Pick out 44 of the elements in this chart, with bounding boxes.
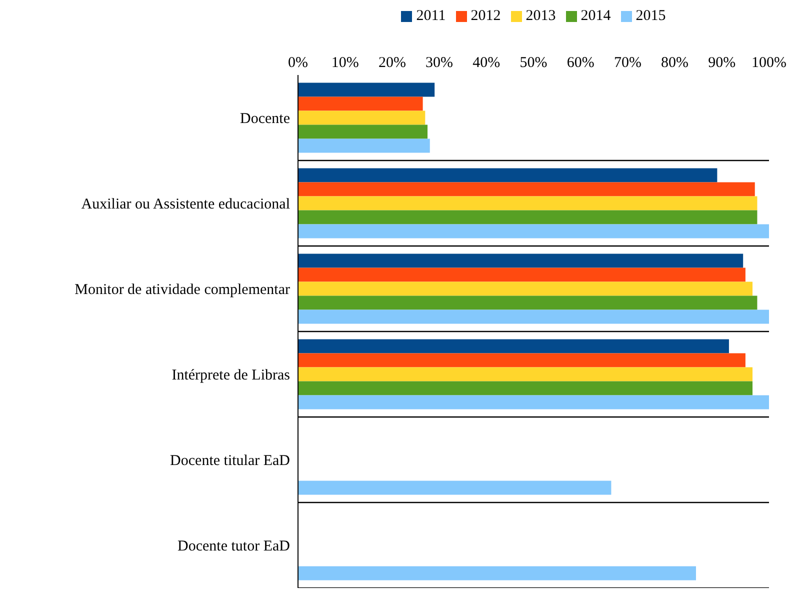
- bar: [298, 296, 758, 310]
- bar: [298, 224, 769, 238]
- bar: [298, 353, 746, 368]
- bar: [298, 310, 769, 324]
- x-tick-label: 70%: [614, 55, 642, 71]
- x-tick-label: 0%: [288, 55, 308, 71]
- bar: [298, 168, 718, 182]
- bar: [298, 138, 430, 153]
- bar: [298, 210, 758, 224]
- x-tick-label: 80%: [661, 55, 689, 71]
- y-tick-label: Docente: [240, 111, 290, 128]
- x-tick-label: 40%: [472, 55, 500, 71]
- legend-label: 2011: [416, 8, 446, 24]
- bar: [298, 196, 758, 210]
- x-tick-label: 10%: [331, 55, 359, 71]
- bar: [298, 395, 769, 410]
- bar: [298, 82, 435, 97]
- bar: [298, 182, 755, 196]
- x-tick-label: 90%: [708, 55, 736, 71]
- y-tick-label: Docente titular EaD: [170, 453, 290, 470]
- bar: [298, 282, 753, 296]
- x-tick-label: 20%: [378, 55, 406, 71]
- bar: [298, 381, 753, 396]
- bar: [298, 268, 746, 282]
- bar: [298, 254, 744, 268]
- x-tick-label: 30%: [426, 55, 454, 71]
- y-tick-label: Auxiliar ou Assistente educacional: [81, 196, 290, 213]
- x-tick-label: 60%: [566, 55, 594, 71]
- legend-label: 2015: [636, 8, 666, 24]
- bar: [298, 124, 428, 139]
- bar: [298, 480, 612, 495]
- legend-label: 2012: [470, 8, 501, 24]
- x-tick-label: 100%: [752, 55, 786, 71]
- y-tick-label: Intérprete de Libras: [172, 368, 290, 384]
- bar: [298, 339, 729, 354]
- y-tick-label: Docente tutor EaD: [178, 538, 290, 555]
- legend-label: 2014: [580, 8, 611, 24]
- x-tick-label: 50%: [520, 55, 548, 71]
- bar: [298, 367, 753, 382]
- bar: [298, 110, 426, 125]
- legend-label: 2013: [526, 8, 556, 24]
- bar: [298, 96, 423, 111]
- bar: [298, 566, 696, 580]
- y-tick-label: Monitor de atividade complementar: [74, 282, 290, 298]
